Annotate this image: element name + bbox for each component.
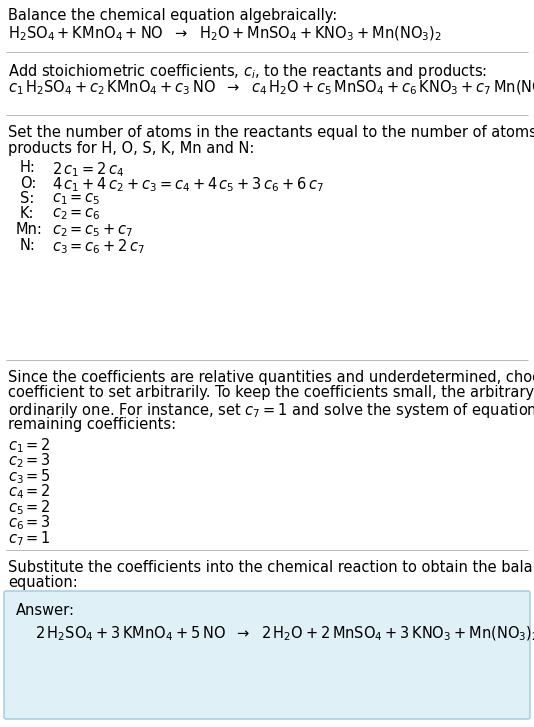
Text: $c_1 = 2$: $c_1 = 2$: [8, 436, 51, 454]
Text: Answer:: Answer:: [16, 603, 75, 618]
Text: $2\,\mathdefault{H_2SO_4} + 3\,\mathdefault{KMnO_4} + 5\,\mathdefault{NO}$  $\ri: $2\,\mathdefault{H_2SO_4} + 3\,\mathdefa…: [35, 625, 534, 643]
Text: $c_6 = 3$: $c_6 = 3$: [8, 513, 51, 532]
Text: $c_2 = 3$: $c_2 = 3$: [8, 451, 51, 470]
Text: $c_4 = 2$: $c_4 = 2$: [8, 483, 51, 501]
Text: equation:: equation:: [8, 576, 78, 590]
Text: $c_7 = 1$: $c_7 = 1$: [8, 529, 51, 547]
Text: $c_5 = 2$: $c_5 = 2$: [8, 498, 51, 517]
Text: ordinarily one. For instance, set $c_7 = 1$ and solve the system of equations fo: ordinarily one. For instance, set $c_7 =…: [8, 401, 534, 420]
Text: remaining coefficients:: remaining coefficients:: [8, 417, 176, 432]
Text: H:: H:: [20, 160, 36, 175]
Text: Substitute the coefficients into the chemical reaction to obtain the balanced: Substitute the coefficients into the che…: [8, 560, 534, 575]
Text: products for H, O, S, K, Mn and N:: products for H, O, S, K, Mn and N:: [8, 140, 254, 156]
Text: Add stoichiometric coefficients, $c_i$, to the reactants and products:: Add stoichiometric coefficients, $c_i$, …: [8, 62, 487, 81]
Text: O:: O:: [20, 175, 36, 190]
Text: K:: K:: [20, 206, 35, 222]
Text: Balance the chemical equation algebraically:: Balance the chemical equation algebraica…: [8, 8, 337, 23]
Text: Set the number of atoms in the reactants equal to the number of atoms in the: Set the number of atoms in the reactants…: [8, 125, 534, 140]
Text: $c_2 = c_6$: $c_2 = c_6$: [52, 206, 101, 222]
Text: S:: S:: [20, 191, 34, 206]
Text: $c_2 = c_5 + c_7$: $c_2 = c_5 + c_7$: [52, 222, 134, 238]
Text: $4\,c_1 + 4\,c_2 + c_3 = c_4 + 4\,c_5 + 3\,c_6 + 6\,c_7$: $4\,c_1 + 4\,c_2 + c_3 = c_4 + 4\,c_5 + …: [52, 175, 324, 194]
Text: Mn:: Mn:: [16, 222, 43, 237]
Text: Since the coefficients are relative quantities and underdetermined, choose a: Since the coefficients are relative quan…: [8, 370, 534, 385]
FancyBboxPatch shape: [4, 591, 530, 719]
Text: coefficient to set arbitrarily. To keep the coefficients small, the arbitrary va: coefficient to set arbitrarily. To keep …: [8, 385, 534, 401]
Text: $c_3 = c_6 + 2\,c_7$: $c_3 = c_6 + 2\,c_7$: [52, 238, 145, 256]
Text: $2\,c_1 = 2\,c_4$: $2\,c_1 = 2\,c_4$: [52, 160, 124, 179]
Text: N:: N:: [20, 238, 36, 252]
Text: $c_1\,\mathdefault{H_2SO_4} + c_2\,\mathdefault{KMnO_4} + c_3\,\mathdefault{NO}$: $c_1\,\mathdefault{H_2SO_4} + c_2\,\math…: [8, 79, 534, 97]
Text: $c_1 = c_5$: $c_1 = c_5$: [52, 191, 100, 206]
Text: $c_3 = 5$: $c_3 = 5$: [8, 467, 51, 486]
Text: $\mathdefault{H_2SO_4 + KMnO_4 + NO}$  $\rightarrow$  $\mathdefault{H_2O + MnSO_: $\mathdefault{H_2SO_4 + KMnO_4 + NO}$ $\…: [8, 25, 442, 43]
